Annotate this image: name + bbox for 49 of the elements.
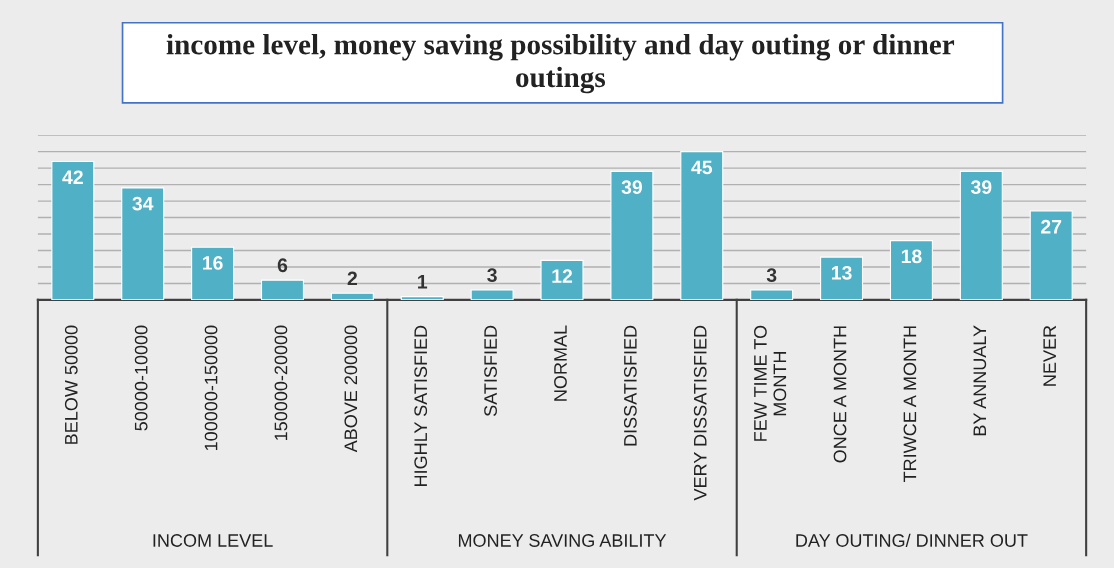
bar [260, 279, 304, 300]
x-tick-label: ONCE A MONTH [833, 326, 847, 463]
chart-title: income level, money saving possibility and day outing or dinner outings [166, 33, 955, 94]
bar [750, 289, 794, 300]
data-label: 3 [487, 268, 497, 283]
bar [1029, 210, 1073, 300]
x-tick-label: 100000-150000 [204, 325, 218, 451]
data-label: 1 [418, 275, 428, 289]
x-tick-label: HIGHLY SATISFIED [414, 325, 428, 486]
bar [959, 170, 1003, 300]
bar [889, 240, 933, 300]
data-label: 3 [766, 268, 777, 283]
data-label: 42 [62, 170, 83, 184]
x-tick-label: NEVER [1043, 325, 1056, 386]
data-label: 16 [203, 256, 223, 270]
x-tick-label: ABOVE 200000 [344, 325, 358, 453]
bar [680, 151, 724, 300]
x-tick-label: VERY DISSATISFIED [693, 325, 707, 501]
x-tick-label: BELOW 50000 [64, 325, 78, 444]
data-label: 27 [1041, 219, 1062, 234]
x-tick-label: 150000-20000 [274, 325, 288, 440]
bar [540, 259, 584, 300]
bar [51, 160, 95, 300]
data-label: 2 [347, 271, 357, 286]
data-label: 13 [831, 265, 852, 280]
x-tick-label: BY ANNUALY [973, 325, 987, 436]
bar [610, 170, 654, 300]
data-label: 18 [901, 249, 922, 264]
x-tick-label: FEW TIME TO MONTH [754, 325, 787, 441]
x-tick-label: DISSATISFIED [623, 325, 637, 446]
data-label: 6 [277, 258, 288, 273]
text: MONEY SAVING ABILITY [458, 534, 667, 547]
text: INCOM LEVEL [153, 534, 273, 547]
bar [400, 296, 444, 300]
x-tick-label: 50000-10000 [134, 325, 148, 431]
data-label: 39 [970, 180, 992, 195]
x-tick-label: TRIWCE A MONTH [903, 326, 917, 482]
data-label: 34 [132, 196, 154, 211]
data-label: 39 [621, 180, 642, 195]
data-label: 45 [691, 160, 713, 175]
bar [820, 256, 864, 300]
x-tick-label: NORMAL [554, 325, 567, 401]
x-tick-label: SATISFIED [484, 325, 497, 417]
data-label: 12 [552, 269, 573, 283]
bar [330, 292, 374, 300]
bar [470, 289, 514, 300]
text: DAY OUTING/ DINNER OUT [796, 533, 1028, 547]
bar [121, 187, 165, 300]
bar [191, 246, 235, 300]
